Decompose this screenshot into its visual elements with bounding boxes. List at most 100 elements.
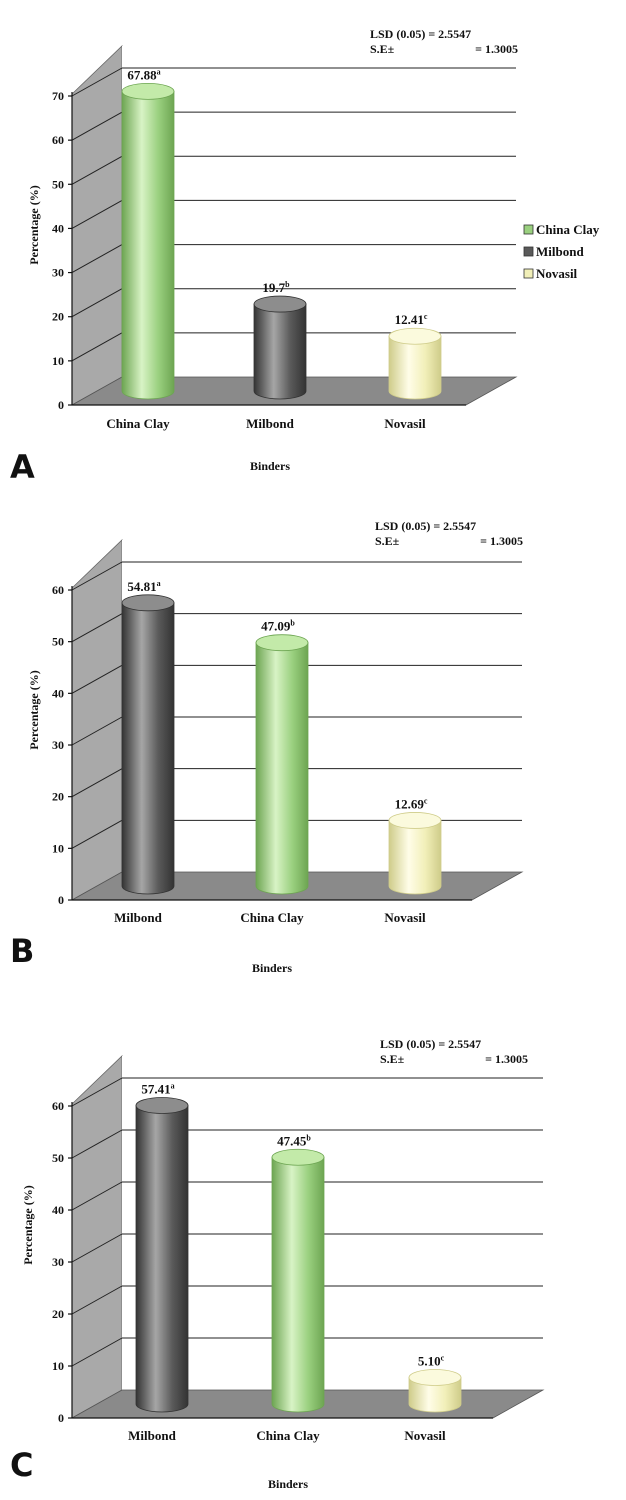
bar-top <box>135 1097 189 1114</box>
bar-milbond <box>253 295 307 400</box>
x-axis-title: Binders <box>250 459 290 473</box>
bar-top <box>121 594 175 612</box>
legend-swatch <box>523 268 534 279</box>
y-tick-label: 50 <box>52 177 64 191</box>
gridline-diagonal <box>71 332 123 362</box>
lsd-label: LSD (0.05) = 2.5547 <box>370 27 471 41</box>
bar-body <box>271 1156 325 1413</box>
se-value: = 1.3005 <box>485 1052 528 1066</box>
y-tick-label: 70 <box>52 89 64 103</box>
bar-body <box>253 303 307 400</box>
bar-body <box>408 1377 462 1413</box>
back-wall <box>122 1056 543 1390</box>
y-tick-label: 40 <box>52 686 64 700</box>
y-tick-label: 40 <box>52 1203 64 1217</box>
charts-group: 0 10 20 30 40 50 60 70 67.88a China Clay 19.7b Milb… <box>10 27 545 1491</box>
y-tick-label: 10 <box>52 841 64 855</box>
legend-label: China Clay <box>536 222 600 237</box>
data-label: 57.41a <box>141 1081 174 1096</box>
bar-china-clay <box>255 634 309 895</box>
bar-novasil <box>388 327 442 400</box>
bar-novasil <box>408 1369 462 1413</box>
panel-label: B <box>10 932 34 970</box>
gridline-diagonal <box>71 111 123 141</box>
y-tick-label: 10 <box>52 354 64 368</box>
gridline-diagonal <box>71 561 123 591</box>
gridline-diagonal <box>71 819 123 849</box>
y-tick-label: 20 <box>52 1307 64 1321</box>
legend-swatch <box>523 224 534 235</box>
y-axis-title: Percentage (%) <box>21 1185 35 1264</box>
bar-top <box>408 1369 462 1386</box>
y-tick-label: 50 <box>52 1151 64 1165</box>
gridline-diagonal <box>71 613 123 643</box>
y-tick-label: 30 <box>52 266 64 280</box>
chart-panel-c: 0 10 20 30 40 50 60 57.41a Milbond 47.45b China Cl… <box>10 1037 545 1491</box>
bar-body <box>388 335 442 400</box>
gridline-diagonal <box>71 716 123 746</box>
side-wall <box>71 539 123 901</box>
legend-swatch <box>523 246 534 257</box>
legend-label: Novasil <box>536 266 578 281</box>
x-tick-label: Novasil <box>404 1428 446 1443</box>
back-wall <box>122 540 522 872</box>
x-tick-label: Novasil <box>384 416 426 431</box>
y-tick-label: 60 <box>52 1099 64 1113</box>
gridline-diagonal <box>71 244 123 274</box>
legend-item-china-clay: China Clay <box>523 222 600 237</box>
gridline-diagonal <box>71 1129 123 1159</box>
data-label: 12.41c <box>395 312 428 327</box>
y-tick-label: 40 <box>52 221 64 235</box>
gridline-diagonal <box>71 664 123 694</box>
y-tick-label: 60 <box>52 583 64 597</box>
gridline-diagonal <box>71 67 123 97</box>
bar-top <box>121 82 175 100</box>
chart-panel-b: 0 10 20 30 40 50 60 54.81a Milbond 47.09b China Cl… <box>10 519 524 975</box>
y-tick-label: 0 <box>58 398 64 412</box>
y-tick-label: 50 <box>52 635 64 649</box>
x-tick-label: Milbond <box>114 910 162 925</box>
data-label: 5.10c <box>418 1353 445 1368</box>
gridline-diagonal <box>71 768 123 798</box>
x-tick-label: China Clay <box>256 1428 320 1443</box>
panel-label: C <box>10 1446 33 1484</box>
x-tick-label: China Clay <box>240 910 304 925</box>
gridline-diagonal <box>71 1337 123 1367</box>
x-tick-label: Milbond <box>128 1428 176 1443</box>
x-tick-label: China Clay <box>106 416 170 431</box>
chart-panel-a: 0 10 20 30 40 50 60 70 67.88a China Clay 19.7b Milb… <box>10 27 518 486</box>
legend-item-milbond: Milbond <box>523 244 584 259</box>
legend-item-novasil: Novasil <box>523 266 578 281</box>
x-axis-title: Binders <box>252 961 292 975</box>
y-axis-title: Percentage (%) <box>27 670 41 749</box>
bar-novasil <box>388 812 442 895</box>
data-label: 47.45b <box>277 1133 311 1148</box>
side-wall <box>71 45 123 406</box>
gridline-diagonal <box>71 199 123 229</box>
x-tick-label: Milbond <box>246 416 294 431</box>
bar-top <box>271 1148 325 1166</box>
gridline-diagonal <box>71 1233 123 1263</box>
bar-body <box>388 820 442 895</box>
legend: China Clay Milbond Novasil <box>523 222 600 281</box>
bar-body <box>255 642 309 895</box>
gridline-diagonal <box>71 1285 123 1315</box>
data-label: 12.69c <box>395 796 428 811</box>
bar-top <box>255 634 309 652</box>
back-wall <box>122 46 516 377</box>
bar-top <box>253 295 307 313</box>
y-tick-label: 30 <box>52 738 64 752</box>
y-tick-label: 10 <box>52 1359 64 1373</box>
bar-body <box>135 1105 189 1413</box>
x-tick-label: Novasil <box>384 910 426 925</box>
gridline-diagonal <box>71 155 123 185</box>
side-wall <box>71 1055 123 1419</box>
se-value: = 1.3005 <box>475 42 518 56</box>
data-label: 67.88a <box>127 67 160 82</box>
data-label: 19.7b <box>262 280 290 295</box>
gridline-diagonal <box>71 1077 123 1107</box>
y-tick-label: 0 <box>58 893 64 907</box>
bar-china-clay <box>121 82 175 400</box>
se-label: S.E± <box>375 534 400 548</box>
